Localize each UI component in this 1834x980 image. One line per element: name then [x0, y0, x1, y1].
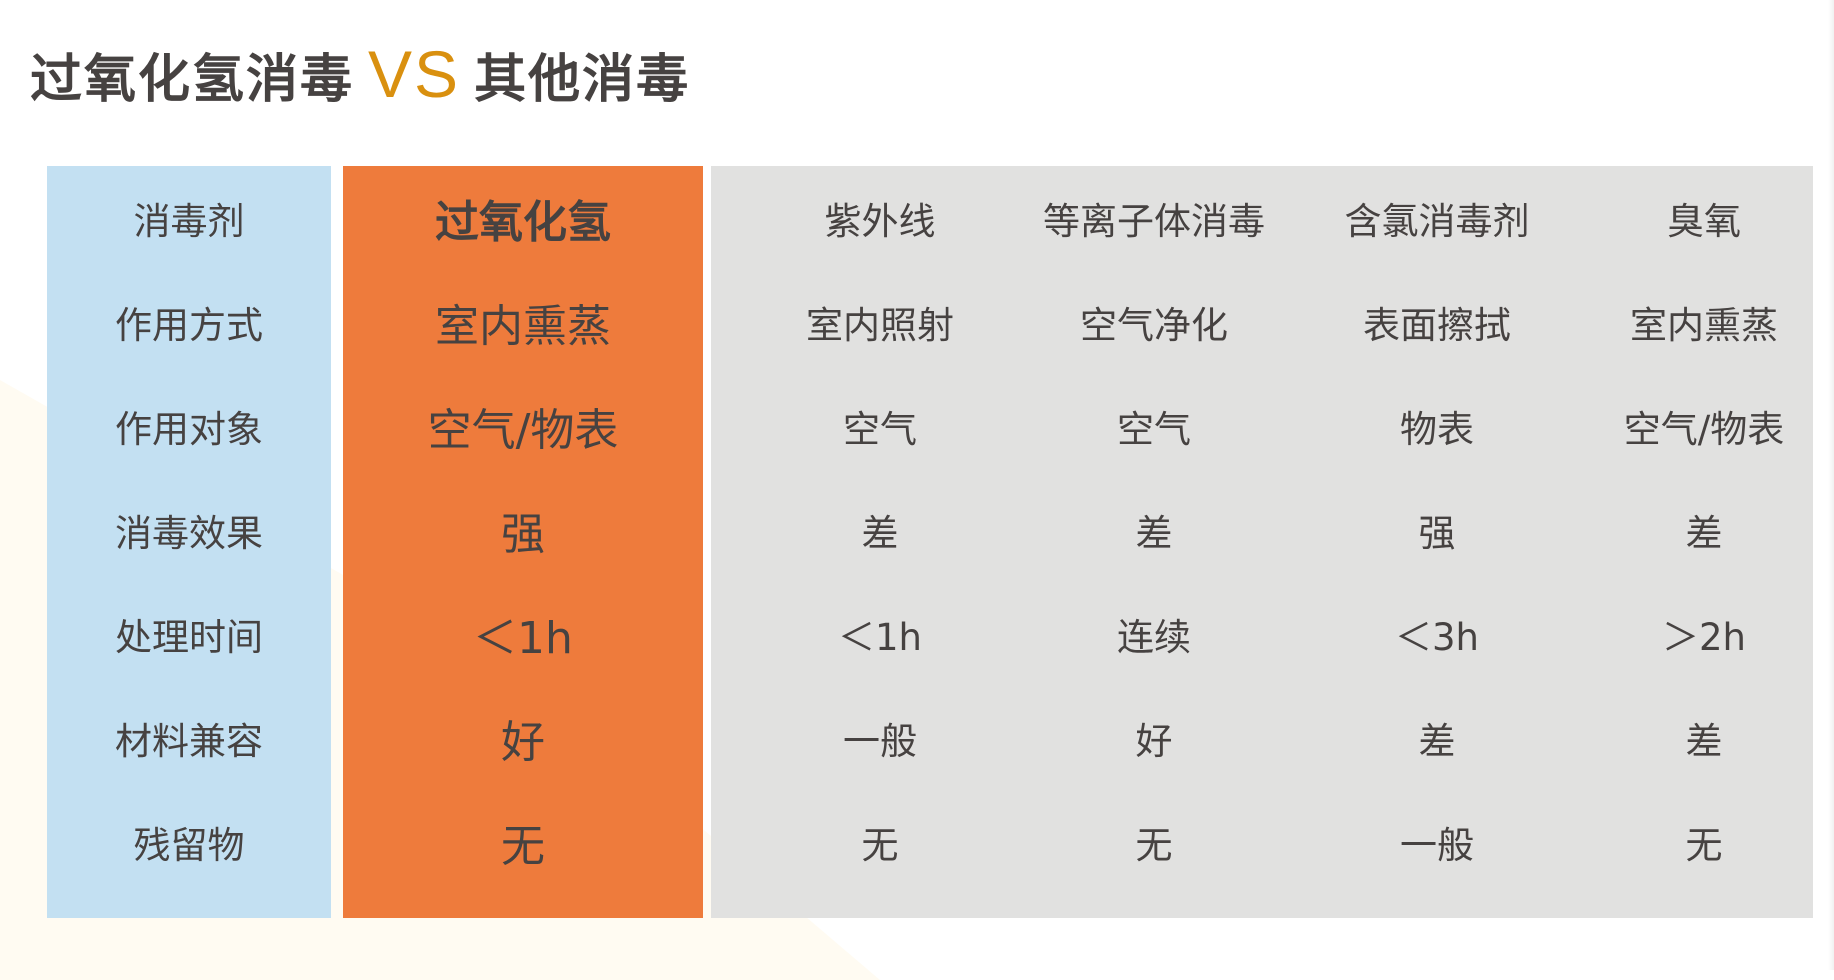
method-cell: 差: [1135, 512, 1173, 555]
method-cell: ＞2h: [1662, 616, 1746, 659]
highlight-cell: 空气/物表: [427, 405, 619, 456]
hydrogen-peroxide-column: 过氧化氢室内熏蒸空气/物表强 ＜1h 好无: [343, 166, 703, 918]
row-label: 处理时间: [115, 616, 263, 659]
highlight-cell: 室内熏蒸: [435, 301, 611, 352]
method-cell: 表面擦拭: [1363, 304, 1511, 347]
method-cell: 一般: [1400, 824, 1474, 867]
title-left: 过氧化氢消毒: [30, 50, 355, 110]
title-right: 其他消毒: [474, 50, 691, 110]
row-label: 消毒效果: [115, 512, 263, 555]
method-cell: 一般: [843, 720, 917, 763]
method-cell: 物表: [1400, 408, 1474, 451]
method-cell: 室内照射: [806, 304, 954, 347]
method-header: 等离子体消毒: [1043, 200, 1265, 243]
highlight-cell: ＜1h: [473, 613, 573, 664]
highlight-cell: 好: [501, 717, 545, 768]
method-cell: 无: [1685, 824, 1723, 867]
method-cell: 好: [1135, 720, 1173, 763]
row-label: 材料兼容: [115, 720, 263, 763]
method-cell: ＜3h: [1395, 616, 1479, 659]
right-edge-shadow: [1828, 0, 1834, 970]
row-label: 作用方式: [115, 304, 263, 347]
method-cell: ＜1h: [838, 616, 922, 659]
highlight-cell: 强: [501, 509, 545, 560]
page-title: 过氧化氢消毒 VS 其他消毒: [30, 36, 690, 112]
other-methods-columns: 紫外线 室内照射 空气差＜1h 一般无等离子体消毒 空气净化 空气差连续好无含氯消毒剂 表面…: [711, 166, 1813, 918]
title-vs: VS: [368, 37, 461, 111]
method-cell: 差: [861, 512, 899, 555]
row-label-column: 消毒剂作用方式作用对象消毒效果处理时间材料兼容残留物: [47, 166, 331, 918]
method-header: 含氯消毒剂: [1344, 200, 1530, 243]
method-cell: 差: [1418, 720, 1456, 763]
row-label: 残留物: [133, 824, 245, 867]
row-label: 消毒剂: [133, 200, 245, 243]
method-cell: 空气/物表: [1623, 408, 1785, 451]
method-cell: 无: [1135, 824, 1173, 867]
method-cell: 空气净化: [1080, 304, 1228, 347]
method-cell: 空气: [843, 408, 917, 451]
highlight-header: 过氧化氢: [435, 197, 611, 248]
highlight-cell: 无: [501, 821, 545, 872]
method-header: 臭氧: [1667, 200, 1741, 243]
method-cell: 差: [1685, 512, 1723, 555]
row-label: 作用对象: [115, 408, 263, 451]
method-cell: 空气: [1117, 408, 1191, 451]
method-cell: 强: [1418, 512, 1456, 555]
method-header: 紫外线: [824, 200, 936, 243]
method-cell: 无: [861, 824, 899, 867]
method-cell: 连续: [1117, 616, 1191, 659]
method-cell: 室内熏蒸: [1630, 304, 1778, 347]
method-cell: 差: [1685, 720, 1723, 763]
